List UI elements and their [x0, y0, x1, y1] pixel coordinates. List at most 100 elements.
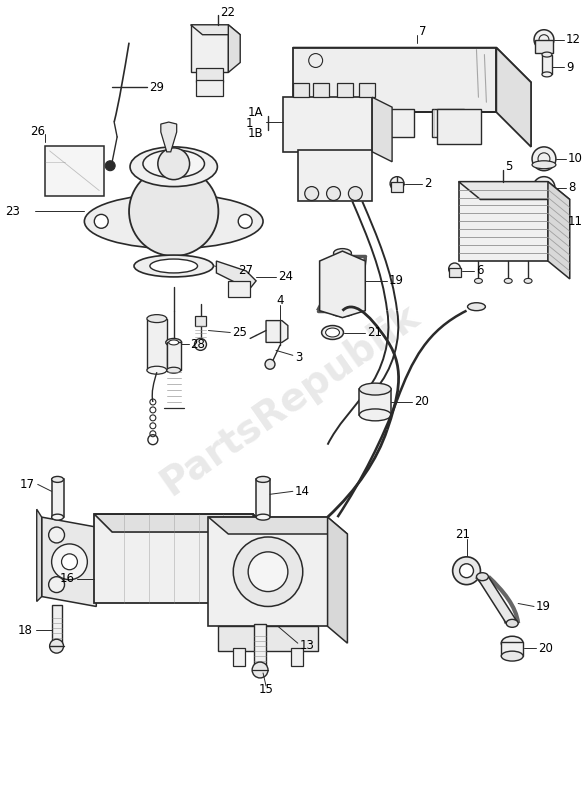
Text: 27: 27: [238, 265, 253, 278]
Bar: [338, 83, 353, 98]
Bar: [167, 342, 180, 370]
Ellipse shape: [333, 249, 352, 258]
Circle shape: [305, 186, 319, 201]
Polygon shape: [548, 182, 570, 279]
Ellipse shape: [129, 166, 218, 256]
Text: 13: 13: [300, 638, 315, 652]
Bar: [501, 642, 523, 656]
Bar: [338, 109, 369, 137]
Ellipse shape: [330, 305, 355, 317]
Ellipse shape: [468, 302, 485, 310]
Bar: [256, 479, 270, 517]
Ellipse shape: [51, 514, 64, 520]
Circle shape: [158, 148, 190, 180]
Text: 7: 7: [419, 26, 426, 38]
Text: 25: 25: [232, 326, 247, 339]
Ellipse shape: [84, 194, 263, 249]
Bar: [196, 80, 223, 96]
Bar: [382, 109, 414, 137]
Ellipse shape: [51, 477, 64, 482]
Text: 24: 24: [278, 270, 293, 283]
Bar: [233, 648, 245, 666]
Bar: [432, 109, 464, 137]
Bar: [51, 606, 61, 643]
Bar: [194, 316, 207, 326]
Bar: [51, 479, 64, 517]
Text: 20: 20: [538, 642, 553, 654]
Circle shape: [48, 577, 64, 593]
Bar: [293, 83, 309, 98]
Ellipse shape: [147, 314, 167, 322]
Bar: [458, 182, 548, 261]
Text: 8: 8: [568, 181, 575, 194]
Bar: [254, 624, 266, 666]
Ellipse shape: [322, 326, 343, 339]
Polygon shape: [266, 321, 288, 342]
Circle shape: [252, 662, 268, 678]
Text: 4: 4: [276, 294, 284, 307]
Circle shape: [248, 552, 288, 591]
Ellipse shape: [256, 514, 270, 520]
Bar: [542, 54, 552, 74]
Text: 12: 12: [566, 33, 581, 46]
Bar: [437, 109, 481, 144]
Text: 29: 29: [149, 81, 164, 94]
Ellipse shape: [150, 259, 197, 273]
Text: 11: 11: [568, 215, 583, 228]
Polygon shape: [190, 25, 240, 34]
Polygon shape: [328, 517, 347, 643]
Text: 19: 19: [389, 274, 404, 287]
Ellipse shape: [166, 338, 182, 346]
Bar: [94, 514, 253, 603]
Ellipse shape: [542, 72, 552, 77]
Circle shape: [194, 338, 207, 350]
Circle shape: [51, 544, 88, 580]
Polygon shape: [228, 25, 240, 73]
Polygon shape: [161, 122, 177, 152]
Text: 10: 10: [568, 152, 583, 166]
Polygon shape: [319, 251, 365, 318]
Polygon shape: [41, 517, 96, 606]
Ellipse shape: [504, 278, 512, 283]
Polygon shape: [458, 182, 570, 199]
Bar: [312, 83, 329, 98]
Text: 20: 20: [414, 395, 429, 409]
Text: 5: 5: [505, 160, 513, 174]
Circle shape: [460, 564, 474, 578]
Ellipse shape: [143, 150, 204, 178]
Bar: [449, 268, 461, 277]
Ellipse shape: [169, 340, 179, 345]
Ellipse shape: [477, 573, 488, 581]
Circle shape: [449, 263, 461, 275]
Bar: [147, 318, 167, 370]
Circle shape: [94, 214, 108, 228]
Text: 1A: 1A: [248, 106, 263, 118]
Circle shape: [390, 177, 404, 190]
Text: 16: 16: [60, 572, 74, 585]
Circle shape: [48, 527, 64, 543]
Ellipse shape: [501, 636, 523, 650]
Bar: [218, 626, 318, 651]
Ellipse shape: [474, 278, 482, 283]
Bar: [539, 195, 549, 234]
Text: 3: 3: [295, 351, 302, 364]
Text: 22: 22: [220, 6, 235, 19]
Text: 28: 28: [190, 338, 206, 351]
Circle shape: [349, 186, 362, 201]
Text: 1: 1: [246, 117, 253, 130]
Bar: [291, 648, 303, 666]
Ellipse shape: [542, 52, 552, 57]
Text: 23: 23: [5, 205, 20, 218]
Ellipse shape: [256, 477, 270, 482]
Text: PartsRepublik: PartsRepublik: [154, 297, 426, 503]
Ellipse shape: [524, 278, 532, 283]
Circle shape: [532, 147, 556, 170]
Polygon shape: [217, 261, 256, 291]
Ellipse shape: [359, 409, 391, 421]
Circle shape: [61, 554, 78, 570]
Bar: [298, 109, 329, 137]
Text: 2: 2: [424, 177, 432, 190]
Ellipse shape: [167, 367, 180, 373]
Bar: [283, 98, 372, 152]
Circle shape: [534, 30, 554, 50]
